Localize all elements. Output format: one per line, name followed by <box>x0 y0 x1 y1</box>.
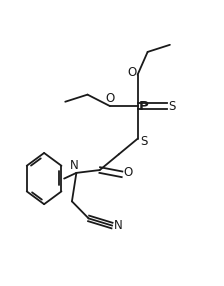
Text: P: P <box>139 100 149 112</box>
Text: S: S <box>140 134 148 148</box>
Text: S: S <box>169 100 176 112</box>
Text: O: O <box>105 92 114 105</box>
Text: N: N <box>70 159 79 172</box>
Text: O: O <box>123 166 132 178</box>
Text: O: O <box>127 66 137 79</box>
Text: N: N <box>114 219 123 232</box>
